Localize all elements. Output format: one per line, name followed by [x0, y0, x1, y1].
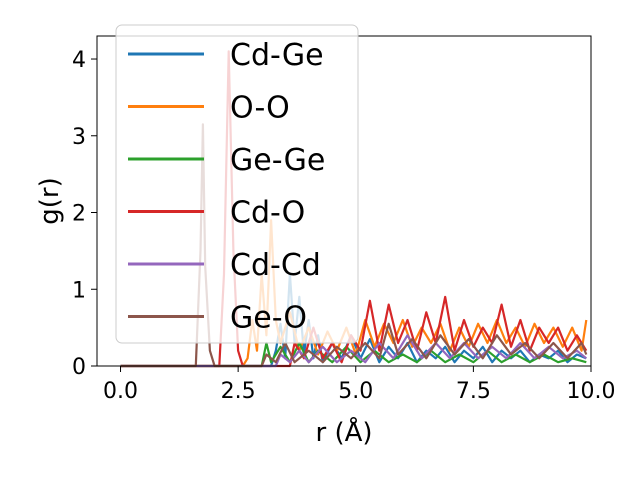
legend: Cd-Ge O-O Ge-Ge Cd-O Cd-Cd Ge-O	[115, 24, 359, 344]
legend-entry-label: Ge-Ge	[230, 143, 325, 178]
y-tick-label: 1	[72, 278, 86, 303]
series-line-ge-o	[120, 123, 588, 368]
y-tick-label: 4	[72, 48, 86, 73]
legend-entry-label: Ge-O	[230, 301, 307, 336]
x-tick-label: 0.0	[103, 379, 138, 404]
x-tick-label: 10.0	[567, 379, 616, 404]
y-tick-label: 0	[72, 355, 86, 380]
legend-entry-label: Cd-O	[230, 196, 305, 231]
y-axis-label: g(r)	[35, 177, 65, 224]
y-tick-label: 2	[72, 202, 86, 227]
series-line-ge-ge	[120, 341, 587, 368]
legend-entry-label: Cd-Cd	[230, 248, 321, 283]
legend-entry-label: O-O	[230, 91, 290, 126]
x-axis: 0.0 2.5 5.0 7.5 10.0	[103, 366, 615, 404]
y-tick-label: 3	[72, 125, 86, 150]
series-line-cd-cd	[120, 334, 587, 368]
x-tick-label: 5.0	[338, 379, 373, 404]
legend-entry-label: Cd-Ge	[230, 38, 324, 73]
y-axis: 0 1 2 3 4	[72, 48, 97, 380]
x-axis-label: r (Å)	[315, 416, 372, 448]
x-tick-label: 7.5	[456, 379, 491, 404]
x-tick-label: 2.5	[221, 379, 256, 404]
